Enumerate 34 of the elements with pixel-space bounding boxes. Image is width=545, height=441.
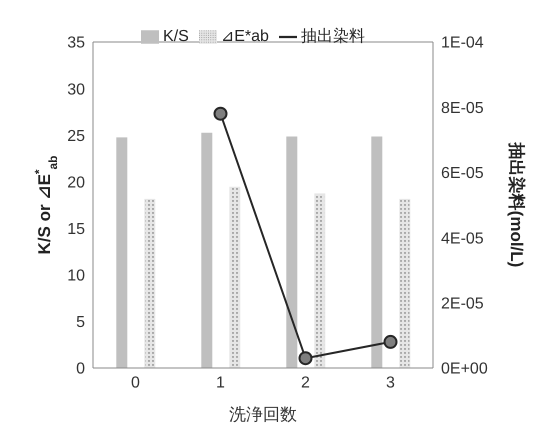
x-tick-label: 0 [131, 374, 140, 392]
y-tick-label: 25 [67, 128, 86, 145]
bar [201, 132, 212, 368]
y2-tick-label: 8E-05 [441, 100, 484, 117]
legend-label: 抽出染料 [300, 28, 365, 45]
y2-axis-title: 抽出染料(mol/L) [507, 142, 526, 268]
y-tick-label: 10 [67, 268, 86, 285]
y2-tick-label: 2E-05 [441, 295, 484, 312]
x-axis-title: 洗浄回数 [229, 405, 297, 424]
y-tick-label: 15 [67, 220, 86, 238]
y2-tick-label: 4E-05 [441, 230, 484, 248]
y-tick-label: 20 [67, 174, 86, 192]
x-tick-label: 3 [386, 374, 396, 392]
y-tick-label: 30 [67, 81, 86, 98]
point [384, 334, 398, 349]
bar [314, 193, 326, 368]
y-tick-label: 35 [67, 34, 86, 52]
bar [399, 198, 410, 368]
legend-label: K/S [163, 28, 189, 45]
bar [229, 186, 240, 368]
x-tick-label: 2 [301, 374, 310, 392]
y-tick-label: 0 [76, 360, 86, 378]
y2-tick-label: 1E-04 [441, 34, 484, 52]
bar [371, 136, 382, 368]
y-tick-label: 5 [76, 314, 86, 332]
y2-tick-label: 0E+00 [441, 360, 488, 378]
point [214, 106, 228, 121]
point [298, 351, 312, 366]
y2-tick-label: 6E-05 [441, 165, 484, 182]
x-tick-label: 1 [216, 374, 226, 392]
bar [116, 137, 128, 368]
bar [144, 198, 156, 368]
bar [286, 136, 298, 368]
legend-label: ⊿E*ab [220, 28, 269, 45]
